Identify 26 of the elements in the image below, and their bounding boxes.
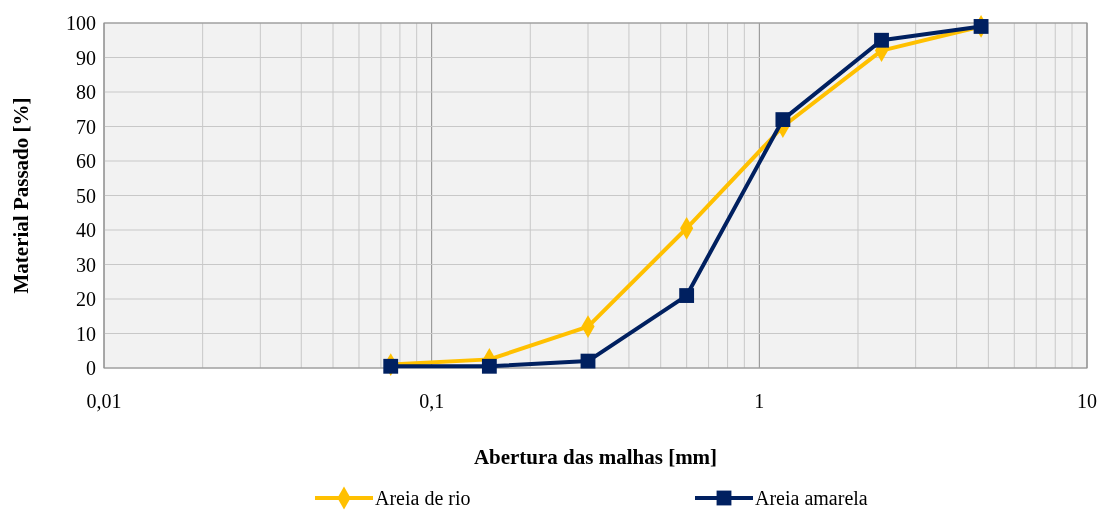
y-tick-label: 90 xyxy=(76,46,96,69)
point xyxy=(580,353,596,369)
y-tick-label: 30 xyxy=(76,253,96,276)
y-tick-label: 10 xyxy=(76,322,96,345)
y-tick-label: 100 xyxy=(66,12,96,34)
x-tick-label: 0,01 xyxy=(86,390,122,412)
y-tick-label: 80 xyxy=(76,81,96,103)
point xyxy=(383,358,399,374)
x-tick-label: 1 xyxy=(754,390,765,412)
legend-label: Areia amarela xyxy=(755,487,868,509)
y-tick-label: 50 xyxy=(76,184,96,207)
y-tick-label: 0 xyxy=(86,357,96,379)
y-tick-label: 40 xyxy=(76,219,96,241)
y-tick-label: 20 xyxy=(76,288,96,310)
x-tick-label: 10 xyxy=(1077,390,1097,412)
point xyxy=(775,112,791,128)
x-tick-label: 0,1 xyxy=(419,390,445,412)
point xyxy=(973,19,989,34)
point xyxy=(874,32,889,48)
point xyxy=(481,358,497,374)
y-tick-label: 60 xyxy=(76,150,96,172)
y-tick-label: 70 xyxy=(76,115,96,138)
legend-label: Areia de rio xyxy=(375,487,471,509)
y-axis-title: Material Passado [%] xyxy=(9,97,33,294)
point xyxy=(679,288,695,303)
x-axis-title: Abertura das malhas [mm] xyxy=(473,445,718,469)
